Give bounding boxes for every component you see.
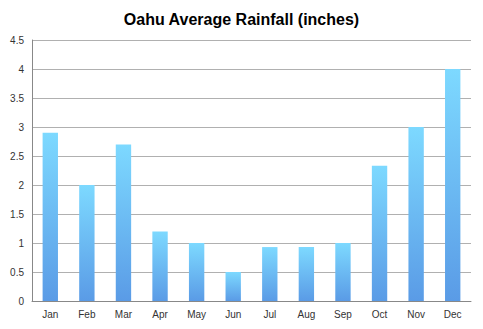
svg-text:Sep: Sep (334, 309, 352, 320)
svg-text:Dec: Dec (444, 309, 462, 320)
svg-text:Jun: Jun (225, 309, 241, 320)
svg-text:Oahu Average Rainfall (inches): Oahu Average Rainfall (inches) (124, 11, 359, 28)
svg-text:Apr: Apr (152, 309, 168, 320)
svg-text:Jan: Jan (42, 309, 58, 320)
svg-text:1: 1 (18, 238, 24, 249)
svg-text:2.5: 2.5 (10, 151, 24, 162)
svg-text:Mar: Mar (115, 309, 133, 320)
svg-text:2: 2 (18, 180, 24, 191)
svg-text:Nov: Nov (407, 309, 425, 320)
svg-text:3.5: 3.5 (10, 93, 24, 104)
svg-text:3: 3 (18, 122, 24, 133)
svg-text:4: 4 (18, 64, 24, 75)
svg-text:Feb: Feb (78, 309, 96, 320)
svg-text:Aug: Aug (297, 309, 315, 320)
svg-text:May: May (187, 309, 206, 320)
svg-text:4.5: 4.5 (10, 35, 24, 46)
svg-text:Jul: Jul (263, 309, 276, 320)
svg-text:0.5: 0.5 (10, 267, 24, 278)
svg-text:Oct: Oct (372, 309, 388, 320)
svg-text:1.5: 1.5 (10, 209, 24, 220)
svg-text:0: 0 (18, 296, 24, 307)
